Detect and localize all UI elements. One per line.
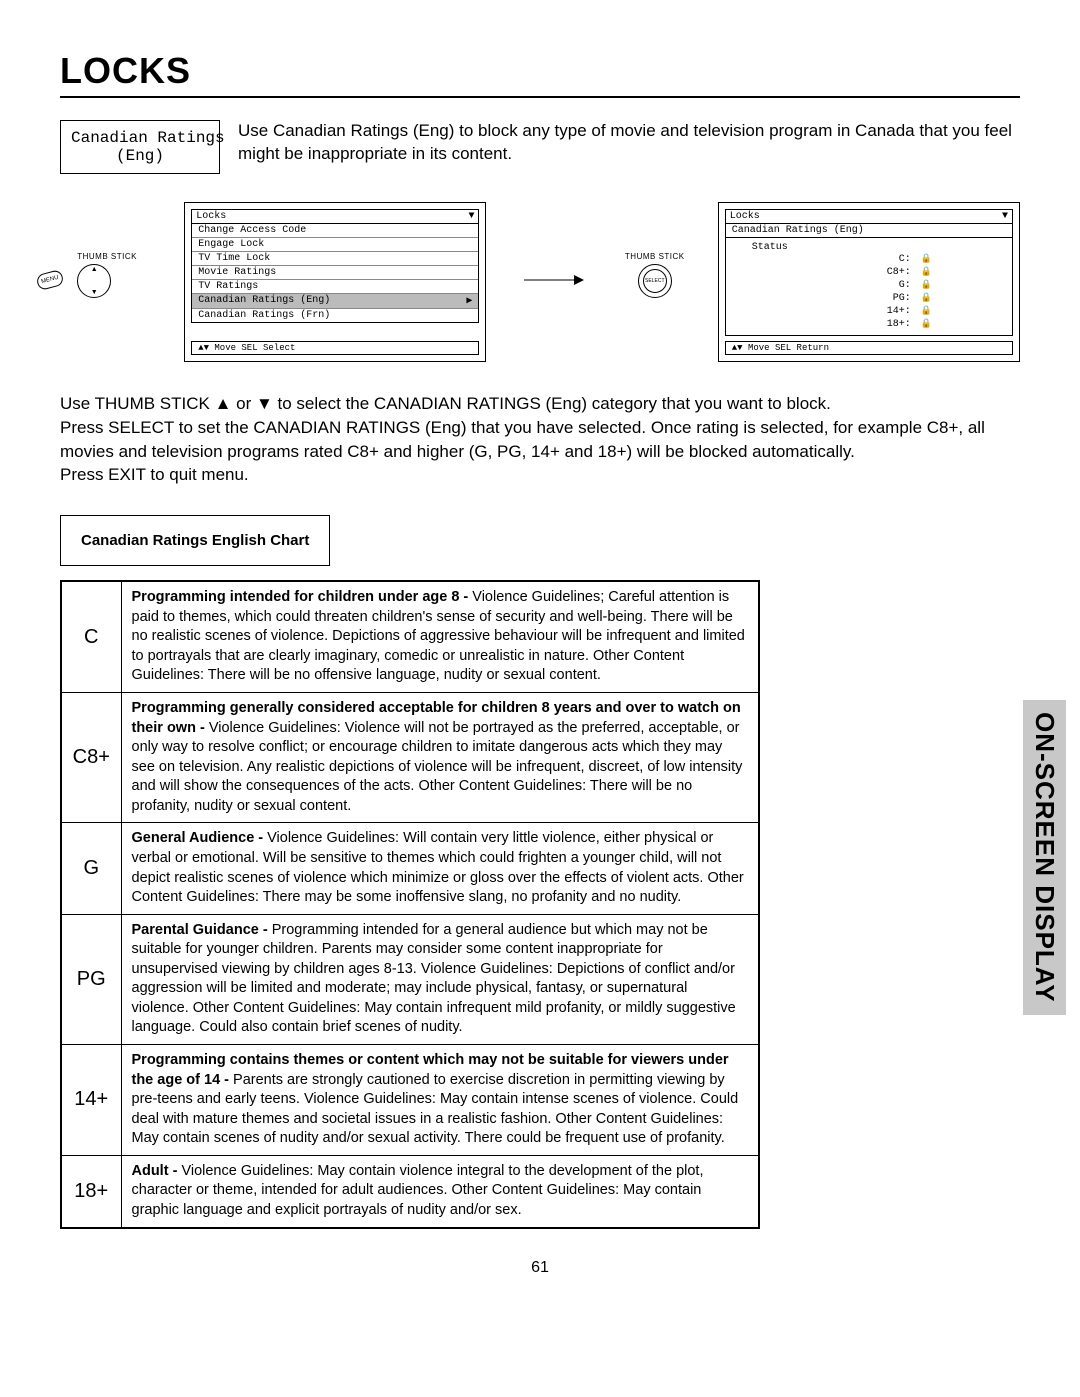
rating-code-cell: C8+ — [61, 693, 121, 823]
menu-badge: MENU — [36, 269, 65, 291]
table-row: 14+Programming contains themes or conten… — [61, 1045, 759, 1156]
down-triangle-icon: ▼ — [91, 289, 98, 296]
lock-icon: 🔒 — [921, 280, 932, 291]
osd2-footer: ▲▼ Move SEL Return — [725, 341, 1013, 355]
rating-code-cell: PG — [61, 914, 121, 1044]
ratings-chart-table: CProgramming intended for children under… — [60, 580, 760, 1228]
status-rating-label: 14+: — [871, 306, 911, 317]
dropdown-triangle-icon: ▼ — [1002, 211, 1008, 222]
osd1-item: Engage Lock — [192, 238, 478, 252]
table-row: PGParental Guidance - Programming intend… — [61, 914, 759, 1044]
osd1-header: Locks ▼ — [191, 209, 479, 224]
table-row: GGeneral Audience - Violence Guidelines:… — [61, 823, 759, 914]
osd1-item: Canadian Ratings (Frn) — [192, 309, 478, 322]
osd2-status-row: C: 🔒 — [746, 253, 992, 266]
dropdown-triangle-icon: ▼ — [468, 211, 474, 222]
osd2-status-row: G: 🔒 — [746, 279, 992, 292]
osd1-item: TV Ratings — [192, 280, 478, 294]
chart-title-box: Canadian Ratings English Chart — [60, 515, 330, 566]
rating-desc-cell: Adult - Violence Guidelines: May contain… — [121, 1155, 759, 1227]
rating-code-cell: G — [61, 823, 121, 914]
osd2-status-row: PG: 🔒 — [746, 292, 992, 305]
status-rating-label: G: — [871, 280, 911, 291]
osd1-footer: ▲▼ Move SEL Select — [191, 341, 479, 355]
intro-label-box: Canadian Ratings (Eng) — [60, 120, 220, 174]
select-button-icon: SELECT — [638, 264, 672, 298]
rating-desc-cell: Programming generally considered accepta… — [121, 693, 759, 823]
osd1-item: Movie Ratings — [192, 266, 478, 280]
rating-desc-cell: Parental Guidance - Programming intended… — [121, 914, 759, 1044]
osd-menu-locks: Locks ▼ Change Access CodeEngage LockTV … — [184, 202, 486, 362]
thumb-stick-label-left: THUMB STICK — [77, 252, 137, 261]
up-triangle-icon: ▲ — [91, 266, 98, 273]
rating-code-cell: C — [61, 581, 121, 692]
table-row: C8+Programming generally considered acce… — [61, 693, 759, 823]
arrow-gap — [516, 202, 591, 288]
lock-icon: 🔒 — [921, 293, 932, 304]
rating-code-cell: 18+ — [61, 1155, 121, 1227]
status-rating-label: C8+: — [871, 267, 911, 278]
thumb-stick-label-right: THUMB STICK — [625, 252, 685, 261]
osd2-status-block: Status C: 🔒 C8+: 🔒 G: 🔒 PG: 🔒 14+: 🔒 18+: 🔒 — [725, 238, 1013, 336]
select-inner-ring: SELECT — [643, 269, 667, 293]
osd-menu-ratings-status: Locks ▼ Canadian Ratings (Eng) Status C:… — [718, 202, 1020, 362]
status-rating-label: C: — [871, 254, 911, 265]
osd1-item: Canadian Ratings (Eng)▶ — [192, 294, 478, 309]
page-number: 61 — [60, 1259, 1020, 1277]
osd1-item: TV Time Lock — [192, 252, 478, 266]
title-rule — [60, 96, 1020, 98]
osd2-status-row: C8+: 🔒 — [746, 266, 992, 279]
page-title: LOCKS — [60, 50, 1020, 92]
osd2-subheader: Canadian Ratings (Eng) — [725, 224, 1013, 238]
rating-desc-cell: Programming contains themes or content w… — [121, 1045, 759, 1156]
table-row: 18+Adult - Violence Guidelines: May cont… — [61, 1155, 759, 1227]
osd2-header: Locks ▼ — [725, 209, 1013, 224]
osd1-header-text: Locks — [196, 211, 226, 222]
control-right: THUMB STICK SELECT — [622, 202, 688, 298]
osd2-status-row: 18+: 🔒 — [746, 318, 992, 331]
intro-row: Canadian Ratings (Eng) Use Canadian Rati… — [60, 120, 1020, 174]
control-left: MENU THUMB STICK ▲ ▼ — [60, 202, 154, 298]
arrow-right-icon — [524, 272, 584, 288]
lock-icon: 🔒 — [921, 319, 932, 330]
osd-diagram-row: MENU THUMB STICK ▲ ▼ Locks ▼ Change Acce… — [60, 202, 1020, 362]
table-row: CProgramming intended for children under… — [61, 581, 759, 692]
osd1-item: Change Access Code — [192, 224, 478, 238]
instruction-line-3: Press EXIT to quit menu. — [60, 463, 1020, 487]
instruction-line-2: Press SELECT to set the CANADIAN RATINGS… — [60, 416, 1020, 464]
osd2-header-text: Locks — [730, 211, 760, 222]
side-tab: ON-SCREEN DISPLAY — [1023, 700, 1066, 1015]
right-triangle-icon: ▶ — [466, 295, 472, 307]
instruction-line-1: Use THUMB STICK ▲ or ▼ to select the CAN… — [60, 392, 1020, 416]
rating-code-cell: 14+ — [61, 1045, 121, 1156]
lock-icon: 🔒 — [921, 267, 932, 278]
osd1-list: Change Access CodeEngage LockTV Time Loc… — [191, 224, 479, 323]
instructions-block: Use THUMB STICK ▲ or ▼ to select the CAN… — [60, 392, 1020, 487]
lock-icon: 🔒 — [921, 306, 932, 317]
osd2-status-label: Status — [746, 242, 992, 253]
intro-text: Use Canadian Ratings (Eng) to block any … — [238, 120, 1020, 174]
osd2-status-row: 14+: 🔒 — [746, 305, 992, 318]
thumb-stick-icon-left: ▲ ▼ — [77, 264, 111, 298]
status-rating-label: 18+: — [871, 319, 911, 330]
status-rating-label: PG: — [871, 293, 911, 304]
rating-desc-cell: Programming intended for children under … — [121, 581, 759, 692]
rating-desc-cell: General Audience - Violence Guidelines: … — [121, 823, 759, 914]
lock-icon: 🔒 — [921, 254, 932, 265]
page: LOCKS Canadian Ratings (Eng) Use Canadia… — [0, 0, 1080, 1317]
